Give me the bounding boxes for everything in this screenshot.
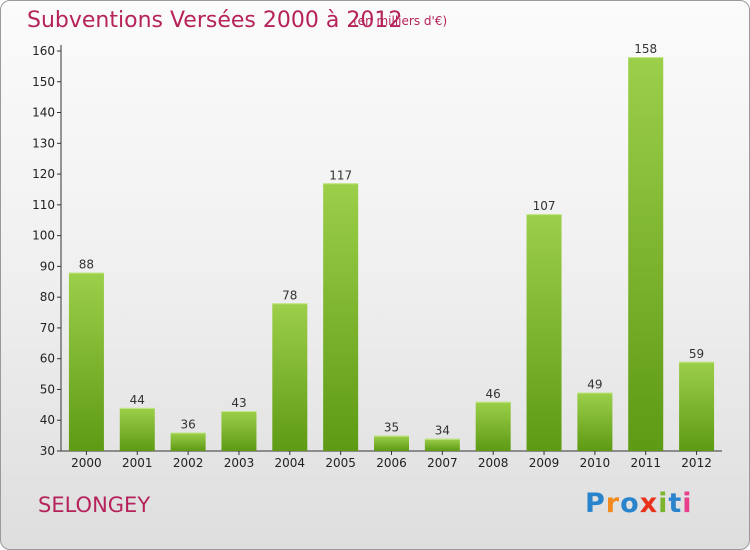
bar: [374, 435, 409, 451]
bar-value-label: 46: [486, 387, 501, 401]
x-tick-label: 2005: [325, 456, 356, 470]
bar: [577, 392, 613, 451]
bar: [628, 57, 664, 452]
bar: [170, 432, 206, 451]
bar-value-label: 59: [689, 347, 704, 361]
bar: [679, 361, 715, 451]
logo-letter: x: [639, 488, 659, 519]
x-tick-label: 2010: [580, 456, 611, 470]
bar-value-label: 44: [130, 393, 145, 407]
y-tick-label: 100: [32, 229, 55, 243]
y-tick-label: 30: [40, 444, 55, 458]
bar-value-label: 158: [634, 42, 657, 56]
y-tick-label: 80: [40, 290, 55, 304]
bar: [272, 303, 308, 451]
x-tick-label: 2008: [478, 456, 509, 470]
y-tick-label: 50: [40, 382, 55, 396]
y-tick-label: 130: [32, 136, 55, 150]
bar: [475, 401, 511, 451]
bar: [323, 183, 359, 452]
bar-value-label: 34: [435, 424, 450, 438]
bar-value-label: 35: [384, 421, 399, 435]
logo-letter: t: [668, 488, 683, 519]
logo-letter: i: [658, 488, 669, 519]
logo-letter: o: [620, 488, 640, 519]
y-tick-label: 110: [32, 198, 55, 212]
x-tick-label: 2007: [427, 456, 458, 470]
bar-value-label: 88: [79, 258, 94, 272]
y-tick-label: 90: [40, 259, 55, 273]
y-tick-label: 150: [32, 75, 55, 89]
y-tick-label: 60: [40, 352, 55, 366]
chart-title: Subventions Versées 2000 à 2012: [27, 8, 403, 33]
x-tick-label: 2003: [224, 456, 255, 470]
y-tick-label: 140: [32, 106, 55, 120]
x-tick-label: 2011: [630, 456, 661, 470]
bar-value-label: 36: [180, 418, 195, 432]
y-tick-label: 40: [40, 413, 55, 427]
logo-letter: i: [682, 488, 693, 519]
logo-letter: P: [585, 488, 606, 519]
bar: [221, 411, 257, 451]
commune-name: SELONGEY: [38, 493, 151, 517]
y-tick-label: 70: [40, 321, 55, 335]
x-tick-label: 2001: [122, 456, 153, 470]
bar-value-label: 107: [533, 199, 556, 213]
x-tick-label: 2002: [173, 456, 204, 470]
bar: [68, 272, 104, 451]
y-tick-label: 160: [32, 44, 55, 58]
bar-value-label: 43: [231, 396, 246, 410]
bar: [119, 407, 155, 451]
logo-letter: r: [605, 488, 621, 519]
x-tick-label: 2012: [681, 456, 712, 470]
bar-value-label: 78: [282, 288, 297, 302]
x-tick-label: 2009: [529, 456, 560, 470]
x-tick-label: 2006: [376, 456, 407, 470]
bar: [526, 214, 562, 451]
bar-value-label: 49: [587, 378, 602, 392]
bar: [424, 438, 460, 451]
x-tick-label: 2000: [71, 456, 102, 470]
y-tick-label: 120: [32, 167, 55, 181]
x-tick-label: 2004: [275, 456, 306, 470]
bar-value-label: 117: [329, 168, 352, 182]
chart-subtitle: (en milliers d'€): [353, 14, 448, 28]
proxiti-logo: Proxiti: [585, 488, 693, 519]
